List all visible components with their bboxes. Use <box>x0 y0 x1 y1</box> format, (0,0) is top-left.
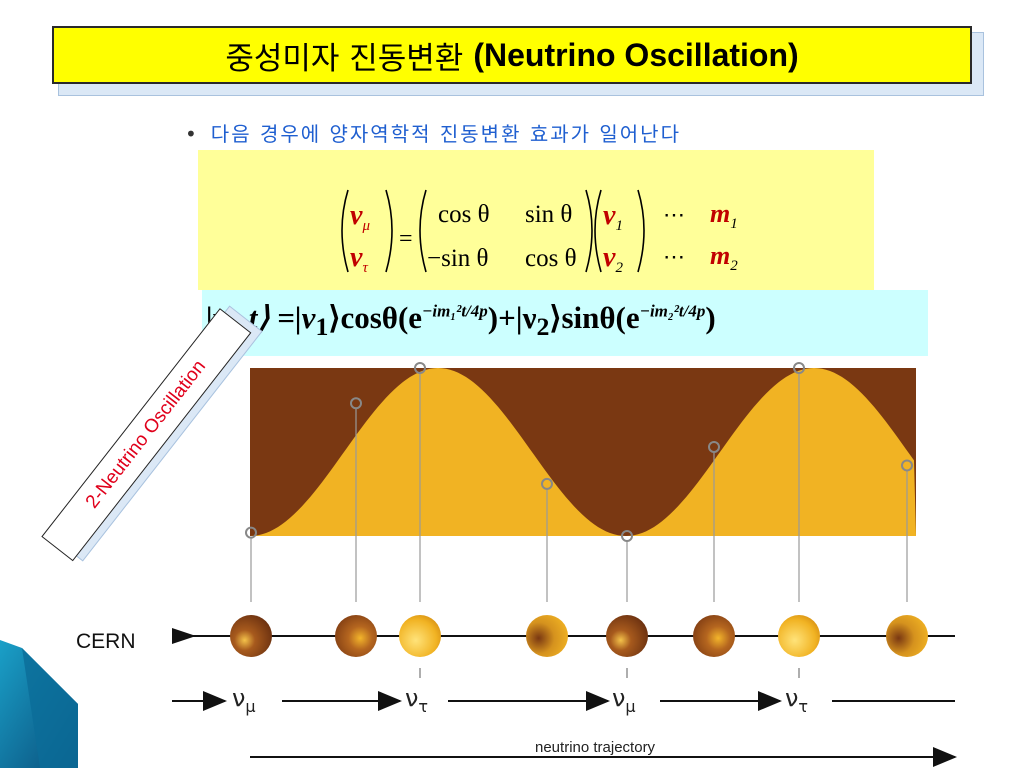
time-evolution-equation: |νμ,t⟩ =|ν1⟩cosθ(e−im₁²t/4p)+|ν2⟩sinθ(e−… <box>206 300 716 342</box>
ellipsis-1: ⋯ <box>663 202 685 227</box>
sample-marker <box>901 459 913 472</box>
slide-title: 중성미자 진동변환 (Neutrino Oscillation) <box>52 26 972 84</box>
beam-arrow-icon <box>172 628 196 644</box>
flavor-ticks <box>419 668 800 678</box>
corner-decoration <box>0 640 78 768</box>
sample-marker <box>245 526 257 539</box>
neutrino-ball-5 <box>606 615 648 657</box>
neutrino-ball-2 <box>335 615 377 657</box>
matrix-row1-col1: cos θ <box>438 201 490 228</box>
sample-marker <box>414 362 426 374</box>
sample-marker <box>350 397 362 410</box>
mass-m2: m2 <box>710 241 738 274</box>
paren-right-2 <box>585 189 593 273</box>
neutrino-ball-6 <box>693 615 735 657</box>
paren-right-1 <box>385 189 393 273</box>
ellipsis-2: ⋯ <box>663 244 685 269</box>
bullet-dot-icon: • <box>185 122 199 146</box>
title-english: (Neutrino Oscillation) <box>473 36 799 73</box>
neutrino-balls <box>230 615 928 657</box>
flavor-label-nu-mu-1: νμ <box>232 684 256 716</box>
sample-markers <box>245 362 913 542</box>
neutrino-ball-3 <box>399 615 441 657</box>
sample-marker <box>793 362 805 374</box>
sample-marker <box>708 440 720 453</box>
matrix-row1-col2: sin θ <box>525 201 572 228</box>
neutrino-ball-8 <box>886 615 928 657</box>
trajectory-label: neutrino trajectory <box>535 739 656 756</box>
equals-sign: = <box>399 226 413 252</box>
flavor-label-nu-mu-2: νμ <box>612 684 636 716</box>
flavor-label-nu-tau-2: ντ <box>785 684 809 716</box>
matrix-row2-col1: −sin θ <box>427 245 489 272</box>
rhs-nu-2: ν2 <box>603 242 623 276</box>
flavor-label-nu-tau-1: ντ <box>405 684 429 716</box>
sample-marker <box>541 477 553 490</box>
neutrino-ball-4 <box>526 615 568 657</box>
bullet-item: • 다음 경우에 양자역학적 진동변환 효과가 일어난다 <box>185 118 681 147</box>
neutrino-ball-1 <box>230 615 272 657</box>
cern-label: CERN <box>76 630 136 653</box>
lhs-nu-mu: νμ <box>350 200 370 234</box>
sample-marker <box>621 530 633 542</box>
paren-left-3 <box>594 189 602 273</box>
matrix-equation: νμ ντ = cos θ sin θ −sin θ cos θ ν1 ν2 ⋯… <box>341 189 738 276</box>
rhs-nu-1: ν1 <box>603 200 623 234</box>
time-equation-box <box>202 290 928 356</box>
mass-m1: m1 <box>710 199 738 232</box>
bullet-text: 다음 경우에 양자역학적 진동변환 효과가 일어난다 <box>210 122 681 146</box>
paren-right-3 <box>637 189 645 273</box>
matrix-row2-col2: cos θ <box>525 245 577 272</box>
title-korean: 중성미자 진동변환 <box>225 40 464 77</box>
lhs-nu-tau: ντ <box>350 242 368 276</box>
sample-stems <box>250 373 908 602</box>
paren-left-1 <box>341 189 349 273</box>
oscillation-wave <box>250 368 916 536</box>
paren-left-2 <box>419 189 427 273</box>
matrix-equation-box <box>198 150 874 290</box>
neutrino-ball-7 <box>778 615 820 657</box>
